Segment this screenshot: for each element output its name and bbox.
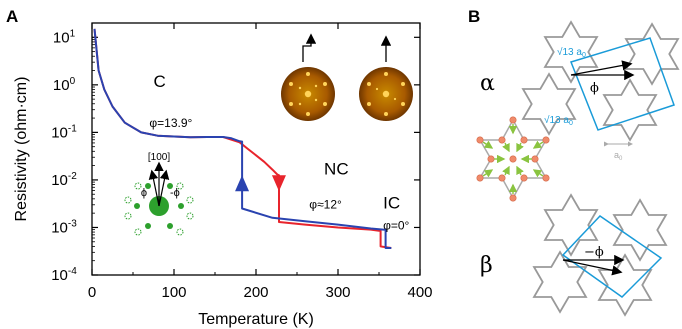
y-tick-label: 100 <box>53 76 76 94</box>
sqrt13-top: √13 a0 <box>557 46 586 59</box>
beta-minus-phi: −ϕ <box>584 245 604 260</box>
chart-area: 0 100 200 300 400 101 100 10-1 10-2 10-3 10-4 Tem… <box>13 22 433 328</box>
y-tick-label: 10-3 <box>51 218 77 236</box>
beta-unit-cell <box>561 215 663 298</box>
series-line-1 <box>93 28 392 249</box>
x-tick-label: 300 <box>325 284 350 301</box>
inset-phi-left: ϕ <box>141 187 147 199</box>
inset-phi-right: -ϕ <box>170 187 180 199</box>
y-tick-label: 101 <box>53 28 76 46</box>
y-axis-label: Resistivity (ohm·cm) <box>13 77 30 222</box>
x-tick-labels: 0 100 200 300 400 <box>88 284 433 301</box>
annotation: C <box>154 72 166 91</box>
axis-ticks <box>91 22 421 276</box>
annotation: φ=13.9° <box>149 116 192 130</box>
y-tick-label: 10-4 <box>51 266 77 284</box>
annotation: φ=0° <box>383 219 409 233</box>
x-tick-label: 0 <box>88 284 96 301</box>
annotation: NC <box>324 160 349 179</box>
x-tick-label: 100 <box>161 284 186 301</box>
hysteresis-arrow-up <box>235 175 250 192</box>
plot-frame <box>91 22 421 276</box>
hysteresis-arrow-down <box>271 175 286 192</box>
series-line-2 <box>93 28 392 249</box>
x-tick-label: 200 <box>243 284 268 301</box>
diffraction-pattern-2 <box>359 35 413 121</box>
y-tick-label: 10-1 <box>51 123 77 141</box>
annotation-layer: Cφ=13.9° NC φ≈12° IC φ=0° <box>149 72 409 233</box>
annotation: IC <box>383 194 400 213</box>
alpha-phi: ϕ <box>590 81 599 96</box>
annotation: φ≈12° <box>309 198 342 212</box>
alpha-label: α <box>480 71 495 96</box>
y-tick-labels: 101 100 10-1 10-2 10-3 10-4 <box>51 28 77 284</box>
panel-a-label: A <box>6 7 18 26</box>
alpha-unit-cell <box>570 37 675 131</box>
arrow-layer <box>235 175 286 192</box>
beta-label: β <box>480 253 493 278</box>
beta-structure: −ϕ <box>533 194 667 316</box>
alpha-structure: ϕ √13 a0 √13 a0 a0 <box>522 21 679 162</box>
star-of-david-cluster <box>476 116 550 202</box>
a0-label: a0 <box>614 150 623 162</box>
diffraction-schematic: [100] ϕ -ϕ <box>124 152 194 236</box>
panel-b-label: B <box>468 7 480 26</box>
inset-direction-label: [100] <box>148 152 170 163</box>
x-tick-label: 400 <box>407 284 432 301</box>
y-tick-label: 10-2 <box>51 171 77 189</box>
diffraction-pattern-1 <box>281 33 335 121</box>
series-layer <box>93 28 392 249</box>
x-axis-label: Temperature (K) <box>198 311 314 328</box>
sqrt13-bottom: √13 a0 <box>544 114 573 127</box>
